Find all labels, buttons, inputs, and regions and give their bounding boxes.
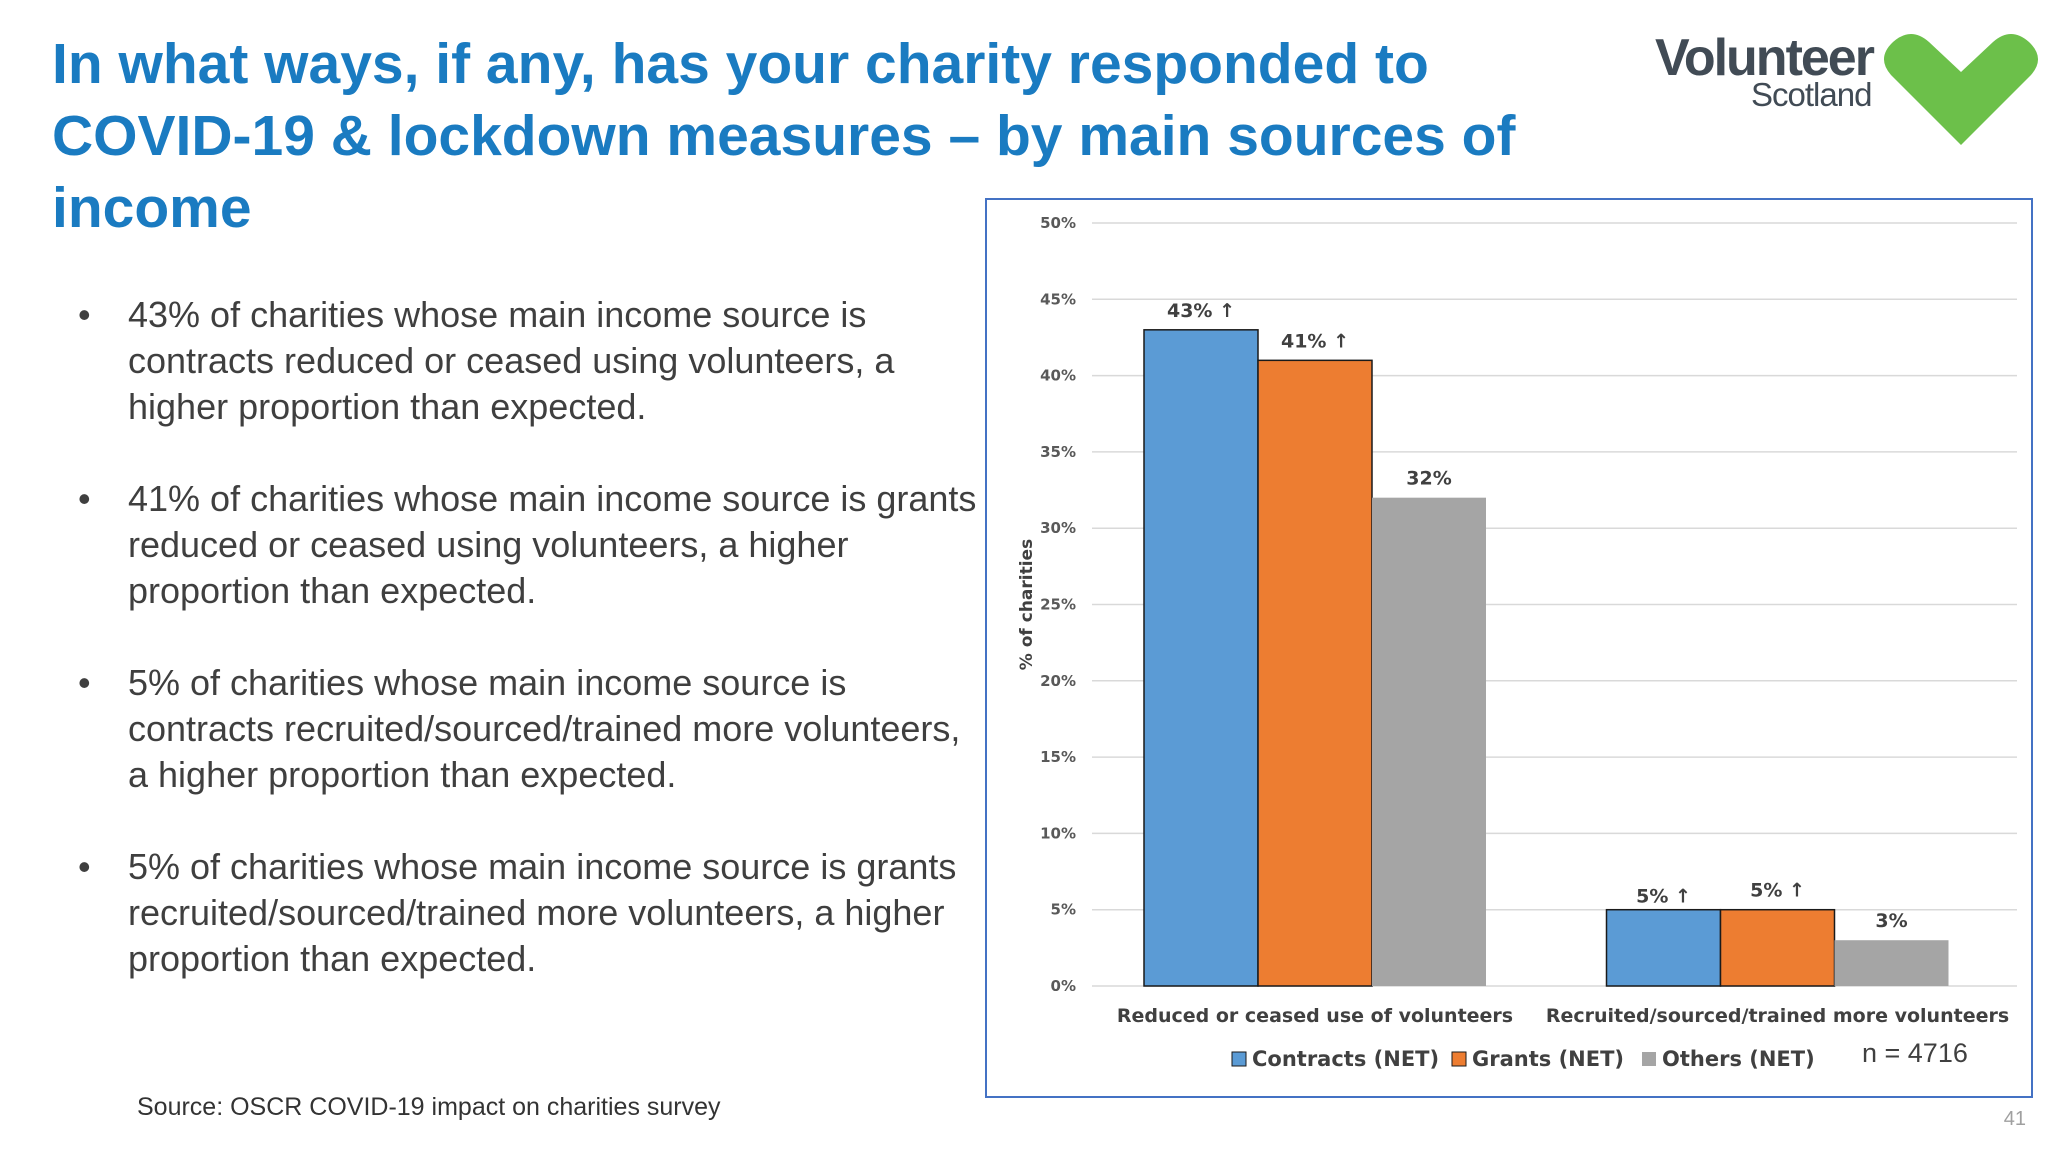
volunteer-scotland-logo: Volunteer Scotland: [1655, 20, 2045, 160]
legend-label: Grants (NET): [1472, 1047, 1624, 1071]
y-tick-label: 5%: [1051, 901, 1076, 919]
legend-swatch: [1451, 1051, 1467, 1067]
y-tick-label: 40%: [1040, 367, 1076, 385]
legend-swatch: [1231, 1051, 1247, 1067]
y-tick-label: 15%: [1040, 748, 1076, 766]
logo-word-volunteer: Volunteer: [1655, 29, 1875, 87]
y-tick-label: 30%: [1040, 519, 1076, 537]
y-tick-label: 35%: [1040, 443, 1076, 461]
y-tick-label: 20%: [1040, 672, 1076, 690]
data-label: 43% ↑: [1167, 300, 1235, 322]
bullet-item: • 5% of charities whose main income sourc…: [78, 660, 978, 798]
bullet-item: • 5% of charities whose main income sour…: [78, 844, 978, 982]
page-number: 41: [2003, 1108, 2026, 1130]
logo-word-scotland: Scotland: [1751, 76, 1872, 113]
bullet-glyph: •: [78, 294, 91, 335]
legend-label: Contracts (NET): [1252, 1047, 1439, 1071]
bullet-glyph: •: [78, 846, 91, 887]
bar: [1143, 329, 1259, 987]
bullet-text: 43% of charities whose main income sourc…: [128, 294, 895, 427]
bullet-glyph: •: [78, 478, 91, 519]
bar: [1372, 497, 1486, 986]
bullet-item: • 41% of charities whose main income sou…: [78, 476, 978, 614]
y-tick-label: 45%: [1040, 290, 1076, 308]
bullet-item: • 43% of charities whose main income sour…: [78, 292, 978, 430]
data-label: 5% ↑: [1750, 880, 1805, 902]
slide-title: In what ways, if any, has your charity r…: [52, 32, 1516, 240]
bar: [1257, 359, 1373, 987]
x-category-label: Recruited/sourced/trained more volunteer…: [1546, 1005, 2009, 1027]
bullet-text: 5% of charities whose main income source…: [128, 662, 961, 795]
bar: [1719, 908, 1836, 987]
legend-label: Others (NET): [1662, 1047, 1815, 1071]
bar-chart: 0% 5% 10% 15% 20% 25% 30% 35% 40% 45% 50% % of char…: [1017, 214, 2017, 1071]
y-tick-label: 10%: [1040, 824, 1076, 842]
bullet-text: 5% of charities whose main income source…: [128, 846, 957, 979]
bullet-text: 41% of charities whose main income sourc…: [128, 478, 977, 611]
bar: [1834, 940, 1949, 986]
y-tick-label: 0%: [1051, 977, 1076, 995]
source-note: Source: OSCR COVID-19 impact on charitie…: [137, 1093, 721, 1121]
data-label: 5% ↑: [1636, 886, 1691, 908]
chart-frame: 0% 5% 10% 15% 20% 25% 30% 35% 40% 45% 50% % of char…: [985, 198, 2033, 1098]
green-heart-icon: [1883, 34, 2039, 145]
y-axis-title: % of charities: [1017, 539, 1037, 670]
data-label: 32%: [1406, 468, 1451, 490]
y-tick-label: 25%: [1040, 596, 1076, 614]
bar: [1605, 908, 1722, 987]
data-label: 3%: [1875, 910, 1907, 932]
bullet-glyph: •: [78, 662, 91, 703]
bullet-list: • 43% of charities whose main income sour…: [78, 292, 978, 1028]
data-label: 41% ↑: [1281, 330, 1349, 352]
sample-size-note: n = 4716: [1862, 1038, 1968, 1068]
legend-swatch: [1642, 1052, 1656, 1066]
y-tick-label: 50%: [1040, 214, 1076, 232]
x-category-label: Reduced or ceased use of volunteers: [1117, 1005, 1513, 1027]
